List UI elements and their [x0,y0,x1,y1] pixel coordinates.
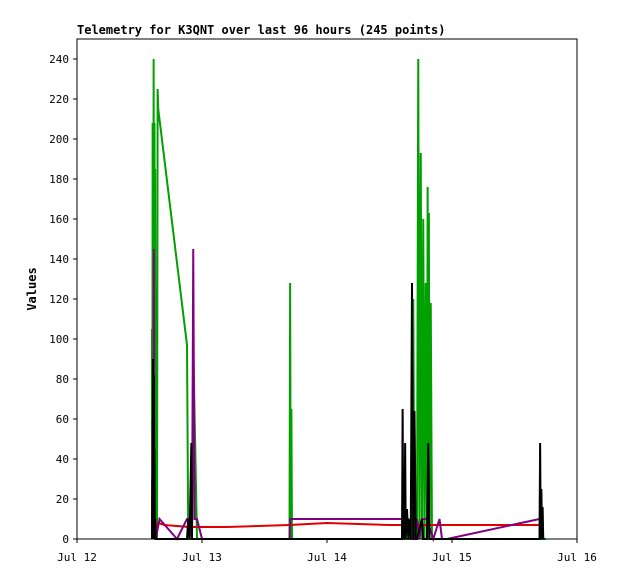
x-axis: Jul 12 Jul 13 Jul 14 Jul 15 Jul 16 [57,539,597,564]
y-tick-label: 0 [62,533,69,546]
chart-title: Telemetry for K3QNT over last 96 hours (… [77,23,445,37]
plot-series [151,58,546,543]
y-tick-label: 240 [49,53,69,66]
y-axis: 0 20 40 60 80 100 120 140 160 180 200 220 240 [49,53,77,546]
x-tick-label: Jul 15 [432,551,472,564]
y-tick-label: 20 [56,493,69,506]
y-tick-label: 80 [56,373,69,386]
y-tick-label: 140 [49,253,69,266]
y-tick-label: 100 [49,333,69,346]
y-tick-label: 60 [56,413,69,426]
x-tick-label: Jul 13 [182,551,222,564]
y-axis-label: Values [25,267,39,310]
y-tick-label: 120 [49,293,69,306]
y-tick-label: 200 [49,133,69,146]
series-line-2 [151,521,540,536]
y-tick-label: 220 [49,93,69,106]
x-tick-label: Jul 16 [557,551,597,564]
x-tick-label: Jul 12 [57,551,97,564]
series-line-1 [151,58,546,540]
y-tick-label: 40 [56,453,69,466]
series-line-3 [151,248,540,543]
series-line-4 [151,282,545,540]
x-tick-label: Jul 14 [307,551,347,564]
y-tick-label: 160 [49,213,69,226]
y-tick-label: 180 [49,173,69,186]
